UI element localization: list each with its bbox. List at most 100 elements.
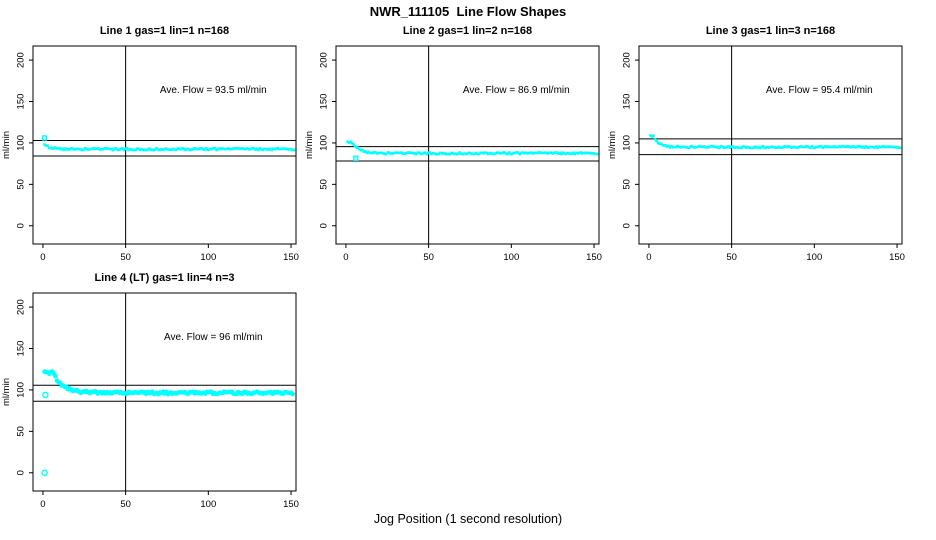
- data-point: [282, 147, 286, 150]
- data-point: [100, 148, 103, 151]
- ave-flow-annotation: Ave. Flow = 95.4 ml/min: [766, 85, 873, 96]
- data-point: [536, 151, 539, 155]
- y-tick-label: 150: [622, 94, 633, 110]
- data-point: [80, 148, 84, 152]
- data-point: [795, 146, 799, 149]
- data-point: [566, 151, 569, 155]
- data-point: [233, 147, 236, 150]
- data-point: [665, 145, 669, 148]
- data-point: [428, 151, 432, 154]
- data-point: [498, 152, 502, 155]
- data-point: [70, 146, 73, 150]
- data-point: [569, 152, 572, 155]
- data-point: [492, 152, 496, 156]
- data-point: [779, 146, 782, 149]
- x-tick-label: 150: [889, 252, 905, 263]
- data-point: [707, 145, 711, 149]
- data-point: [183, 148, 187, 152]
- data-point: [864, 145, 868, 148]
- data-point: [512, 151, 515, 155]
- data-point: [468, 151, 472, 155]
- data-point: [451, 151, 454, 155]
- data-point: [207, 148, 211, 151]
- data-point: [470, 152, 473, 155]
- data-point: [896, 146, 899, 149]
- data-point: [246, 147, 250, 150]
- data-point: [694, 146, 697, 149]
- data-point: [370, 151, 373, 155]
- data-point: [718, 146, 721, 150]
- data-point: [771, 145, 775, 149]
- y-tick-label: 50: [319, 179, 330, 190]
- data-point: [407, 151, 411, 154]
- data-point: [721, 145, 724, 148]
- data-point: [50, 147, 54, 150]
- data-point: [85, 147, 88, 151]
- ave-flow-annotation: Ave. Flow = 93.5 ml/min: [160, 85, 267, 96]
- outlier-point: [353, 155, 359, 161]
- data-point: [515, 151, 518, 154]
- data-point: [704, 146, 708, 149]
- data-point: [876, 146, 880, 150]
- data-point: [119, 147, 123, 151]
- data-points: [649, 134, 902, 150]
- data-point: [167, 148, 170, 151]
- data-point: [683, 145, 687, 149]
- data-point: [534, 151, 538, 154]
- data-point: [828, 145, 832, 149]
- data-point: [715, 146, 718, 149]
- data-point: [751, 146, 754, 150]
- data-point: [495, 151, 499, 154]
- y-tick-label: 50: [16, 179, 27, 190]
- x-tick-label: 100: [200, 252, 216, 263]
- data-point: [161, 148, 164, 151]
- data-point: [807, 145, 811, 149]
- data-point: [176, 147, 179, 150]
- data-point: [710, 145, 714, 148]
- data-point: [860, 146, 863, 149]
- plot-box: [335, 45, 600, 245]
- data-point: [724, 146, 727, 149]
- data-point: [480, 151, 484, 154]
- y-tick-label: 200: [622, 52, 633, 68]
- data-point: [749, 146, 753, 150]
- data-points: [346, 140, 599, 156]
- data-point: [664, 144, 667, 147]
- x-tick-label: 150: [283, 252, 299, 263]
- data-point: [127, 148, 130, 152]
- data-point: [819, 144, 823, 148]
- data-point: [667, 144, 670, 148]
- data-point: [359, 148, 363, 152]
- data-point: [156, 148, 160, 151]
- data-point: [142, 148, 145, 152]
- subplot-title: Line 4 (LT) gas=1 lin=4 n=3: [94, 272, 234, 284]
- data-point: [846, 145, 850, 148]
- data-point: [278, 147, 281, 151]
- y-axis-label: ml/min: [1, 131, 12, 159]
- data-point: [248, 148, 251, 151]
- data-point: [479, 151, 482, 155]
- data-point: [394, 151, 397, 155]
- data-point: [44, 144, 48, 147]
- data-point: [443, 152, 447, 155]
- data-point: [59, 148, 63, 151]
- data-point: [254, 148, 257, 151]
- data-point: [825, 145, 829, 149]
- data-point: [891, 145, 895, 149]
- data-point: [416, 151, 420, 154]
- data-point: [143, 148, 147, 152]
- data-point: [570, 152, 574, 155]
- data-point: [875, 145, 878, 148]
- data-point: [436, 152, 439, 156]
- subplot-title: Line 3 gas=1 lin=3 n=168: [706, 25, 835, 37]
- data-point: [686, 146, 690, 149]
- data-point: [219, 147, 223, 151]
- data-point: [760, 146, 763, 149]
- data-point: [836, 145, 839, 149]
- data-point: [700, 145, 703, 148]
- data-point: [225, 147, 229, 151]
- data-point: [413, 151, 417, 155]
- data-point: [115, 147, 118, 150]
- x-tick-label: 50: [120, 499, 131, 510]
- data-point: [371, 151, 375, 155]
